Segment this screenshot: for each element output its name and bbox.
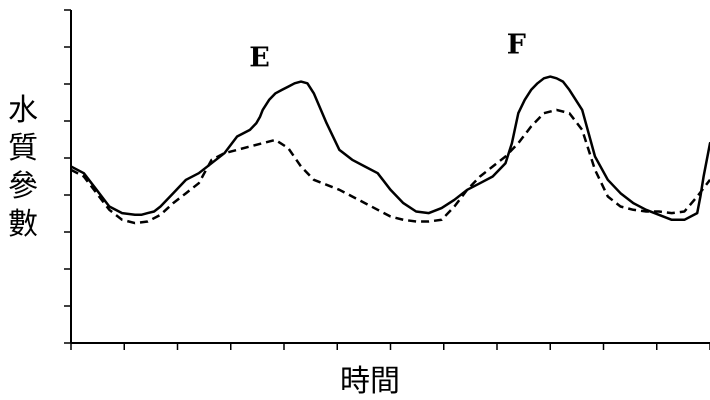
series-line-dashed [71,108,710,225]
y-axis-label: 水 質 參 數 [6,92,40,244]
y-axis-label-char: 數 [8,207,38,242]
y-axis-label-char: 質 [8,131,38,166]
x-axis-label: 時間 [340,364,400,399]
y-axis-label-char: 參 [8,169,38,204]
chart-series-lines [71,75,710,225]
chart-axes [64,9,710,350]
series-line-solid [71,75,710,222]
annotation-label: F [507,29,526,60]
y-axis-label-char: 水 [8,93,38,128]
annotation-label: E [249,43,270,74]
